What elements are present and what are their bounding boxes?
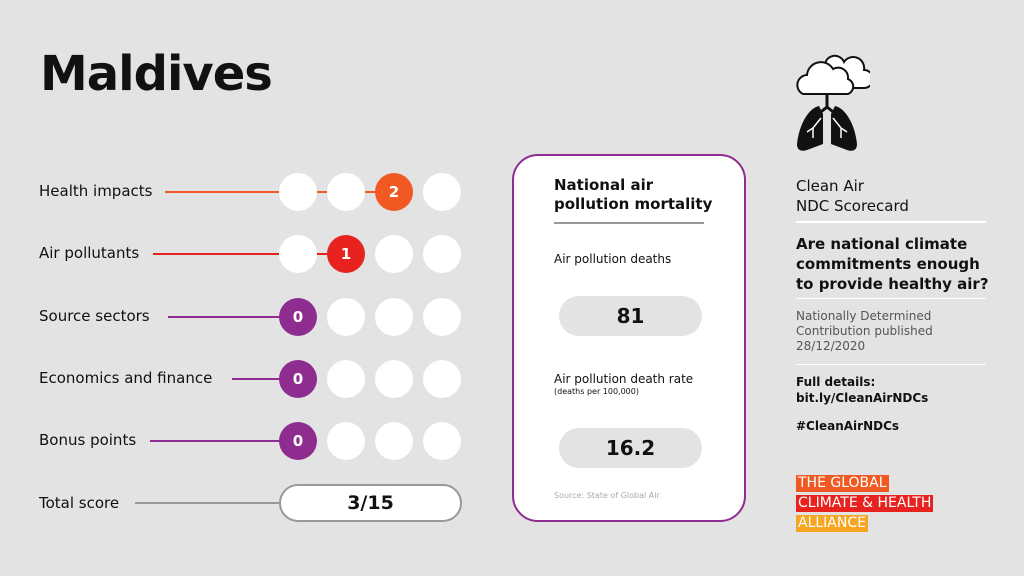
rate-value: 16.2 (559, 428, 702, 468)
ndc-info: Nationally Determined Contribution publi… (796, 309, 933, 354)
card-title-line: National air (554, 176, 654, 194)
total-score: 3/15 (279, 484, 462, 522)
details-link[interactable]: bit.ly/CleanAirNDCs (796, 391, 929, 405)
score-dot (423, 422, 461, 460)
divider (554, 222, 704, 224)
row-connector (168, 316, 298, 318)
row-label: Bonus points (39, 431, 137, 449)
question: Are national climate commitments enough … (796, 234, 989, 294)
scorecard-heading: Clean Air NDC Scorecard (796, 176, 909, 216)
score-dot (375, 235, 413, 273)
question-line: commitments enough (796, 255, 980, 273)
divider (796, 221, 986, 223)
rate-unit: (deaths per 100,000) (554, 387, 639, 396)
row-connector (150, 440, 298, 442)
score-marker: 2 (375, 173, 413, 211)
total-score-label: Total score (39, 494, 120, 512)
divider (796, 364, 986, 365)
alliance-logo: THE GLOBAL CLIMATE & HEALTH ALLIANCE (796, 472, 934, 532)
deaths-value: 81 (559, 296, 702, 336)
hashtag: #CleanAirNDCs (796, 419, 900, 433)
score-marker: 0 (279, 298, 317, 336)
details-label: Full details: (796, 375, 876, 389)
score-dot (327, 298, 365, 336)
score-dot (279, 235, 317, 273)
score-dot (327, 360, 365, 398)
logo-line: CLIMATE & HEALTH (796, 495, 934, 512)
ndc-date: 28/12/2020 (796, 339, 866, 353)
row-label: Air pollutants (39, 244, 140, 262)
score-dot (423, 298, 461, 336)
mortality-card: National air pollution mortality Air pol… (512, 154, 746, 522)
score-dot (375, 422, 413, 460)
row-label: Source sectors (39, 307, 150, 325)
score-dot (423, 360, 461, 398)
score-dot (327, 173, 365, 211)
deaths-label: Air pollution deaths (554, 252, 672, 266)
card-title-line: pollution mortality (554, 195, 713, 213)
page-title: Maldives (40, 46, 273, 102)
row-label: Economics and finance (39, 369, 213, 387)
row-label: Health impacts (39, 182, 153, 200)
logo-line: THE GLOBAL (796, 475, 889, 492)
score-marker: 0 (279, 422, 317, 460)
heading-line: Clean Air (796, 177, 864, 195)
score-dot (423, 173, 461, 211)
score-dot (279, 173, 317, 211)
score-marker: 1 (327, 235, 365, 273)
question-line: Are national climate (796, 235, 968, 253)
row-connector (232, 378, 298, 380)
score-dot (375, 360, 413, 398)
logo-line: ALLIANCE (796, 515, 868, 532)
total-connector (135, 502, 280, 504)
score-dot (375, 298, 413, 336)
ndc-line: Nationally Determined (796, 309, 932, 323)
score-marker: 0 (279, 360, 317, 398)
score-dot (423, 235, 461, 273)
row-connector (153, 253, 346, 255)
rate-label: Air pollution death rate (554, 372, 694, 386)
heading-line: NDC Scorecard (796, 197, 909, 215)
card-title: National air pollution mortality (554, 176, 712, 214)
cloud-lungs-icon (796, 54, 870, 151)
details: Full details: bit.ly/CleanAirNDCs #Clean… (796, 374, 928, 434)
source-note: Source: State of Global Air (554, 491, 660, 500)
ndc-line: Contribution published (796, 324, 933, 338)
score-dot (327, 422, 365, 460)
divider (796, 298, 986, 299)
question-line: to provide healthy air? (796, 275, 989, 293)
